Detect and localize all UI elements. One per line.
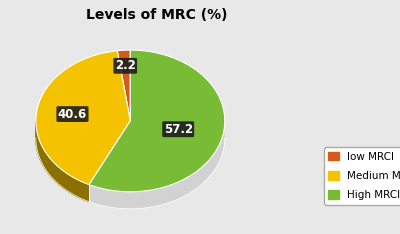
Text: 40.6: 40.6 — [58, 108, 87, 121]
Text: 2.2: 2.2 — [115, 59, 136, 72]
Text: 57.2: 57.2 — [164, 123, 193, 136]
Legend: low MRCI, Medium MRCI, High MRCI: low MRCI, Medium MRCI, High MRCI — [324, 147, 400, 205]
Polygon shape — [89, 50, 225, 192]
Polygon shape — [36, 51, 130, 185]
Ellipse shape — [36, 67, 225, 209]
Polygon shape — [117, 50, 130, 121]
Text: Levels of MRC (%): Levels of MRC (%) — [86, 8, 228, 22]
Polygon shape — [36, 121, 89, 202]
